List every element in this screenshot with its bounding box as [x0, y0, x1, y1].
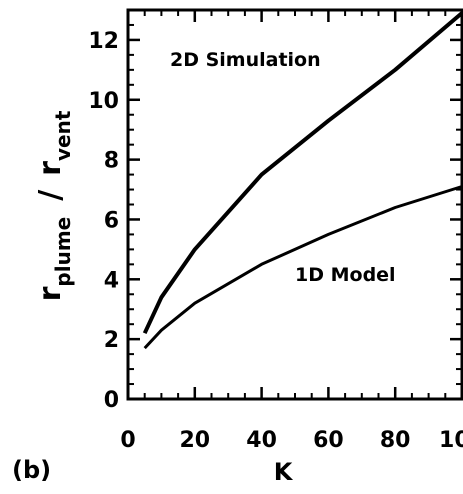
x-tick-label: 0 [120, 428, 135, 453]
y-axis-title-base-2: r [33, 161, 68, 176]
y-axis-title-base: r [33, 286, 68, 301]
panel-label: (b) [12, 456, 51, 484]
y-axis-title-slash: / [33, 190, 68, 201]
x-tick-label: 100 [439, 428, 463, 453]
x-axis-title: K [274, 458, 294, 486]
x-tick-labels: 0 20 40 60 80 100 [120, 428, 463, 453]
x-tick-label: 20 [179, 428, 210, 453]
y-axis-title-denominator-sub: vent [51, 110, 75, 161]
series-label-1d-model: 1D Model [295, 264, 396, 286]
series-line-2d-simulation [142, 11, 463, 335]
y-tick-label: 2 [104, 328, 119, 353]
y-axis-title: rplume/rvent [33, 110, 75, 301]
tick-marks [126, 9, 463, 401]
series-label-2d-simulation: 2D Simulation [170, 49, 321, 71]
y-tick-label: 0 [104, 388, 119, 413]
series-line-1d-model [143, 185, 463, 350]
y-tick-label: 8 [104, 149, 119, 174]
y-tick-labels: 0 2 4 6 8 10 12 [88, 29, 119, 413]
x-tick-label: 60 [313, 428, 344, 453]
y-axis-title-numerator-sub: plume [51, 217, 75, 287]
series-lines [142, 11, 463, 350]
x-tick-label: 80 [380, 428, 411, 453]
y-tick-label: 10 [88, 89, 119, 114]
x-tick-label: 40 [246, 428, 277, 453]
y-tick-label: 12 [88, 29, 119, 54]
y-tick-label: 6 [104, 208, 119, 233]
svg-text:rplume/rvent: rplume/rvent [33, 110, 75, 301]
y-tick-label: 4 [104, 268, 119, 293]
